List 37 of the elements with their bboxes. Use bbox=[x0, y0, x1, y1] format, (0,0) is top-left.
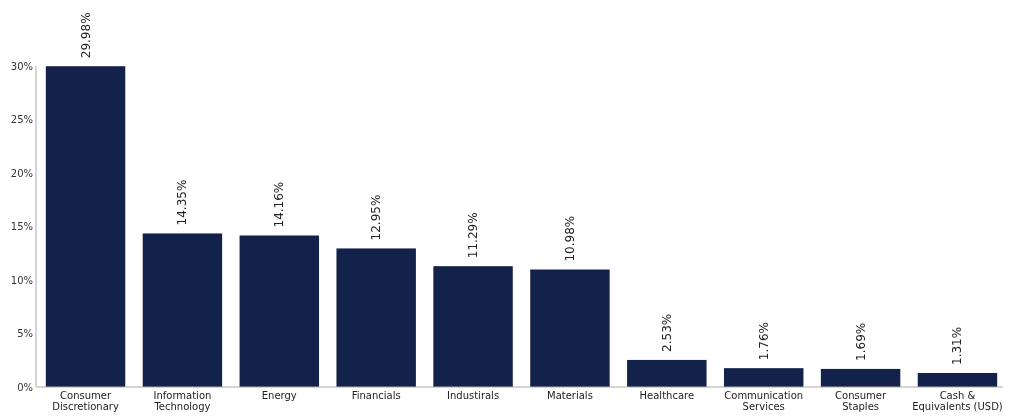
x-tick-label: Consumer Staples bbox=[835, 390, 887, 412]
x-tick-label: Financials bbox=[351, 390, 401, 401]
data-label: 1.69% bbox=[853, 322, 868, 361]
x-tick-label: Energy bbox=[261, 390, 297, 401]
bar bbox=[142, 233, 223, 387]
y-tick-label: 25% bbox=[10, 114, 33, 125]
data-label: 14.35% bbox=[175, 179, 190, 226]
data-label: 1.76% bbox=[756, 322, 771, 361]
data-label: 2.53% bbox=[659, 313, 674, 352]
x-tick-label: Healthcare bbox=[639, 390, 695, 401]
x-tick-label: Materials bbox=[547, 390, 593, 401]
data-label: 14.16% bbox=[272, 181, 287, 228]
y-tick-label: 10% bbox=[10, 274, 33, 286]
bar bbox=[239, 235, 320, 387]
x-tick-label: Industirals bbox=[447, 390, 500, 401]
data-label: 29.98% bbox=[78, 12, 93, 59]
x-tick-label: Information Technology bbox=[153, 390, 212, 412]
bar bbox=[820, 368, 901, 387]
x-tick-label: Communication Services bbox=[724, 390, 804, 412]
bar bbox=[627, 359, 707, 387]
bar bbox=[433, 266, 513, 387]
data-label: 1.31% bbox=[950, 326, 965, 365]
bar bbox=[530, 269, 610, 387]
data-label: 10.98% bbox=[562, 215, 577, 262]
y-tick-label: 20% bbox=[10, 167, 33, 179]
bar bbox=[45, 66, 126, 387]
x-tick-label: Consumer Discretionary bbox=[52, 390, 119, 412]
bar bbox=[723, 368, 804, 387]
data-label: 11.29% bbox=[466, 212, 481, 259]
data-label: 12.95% bbox=[369, 194, 384, 241]
y-tick-label: 5% bbox=[17, 328, 33, 339]
y-tick-label: 30% bbox=[10, 60, 33, 72]
bar bbox=[917, 372, 998, 387]
y-tick-label: 15% bbox=[10, 221, 33, 232]
y-tick-label: 0% bbox=[17, 381, 33, 393]
x-tick-label: Cash & Equivalents (USD) bbox=[912, 390, 1003, 412]
bar bbox=[336, 248, 416, 387]
